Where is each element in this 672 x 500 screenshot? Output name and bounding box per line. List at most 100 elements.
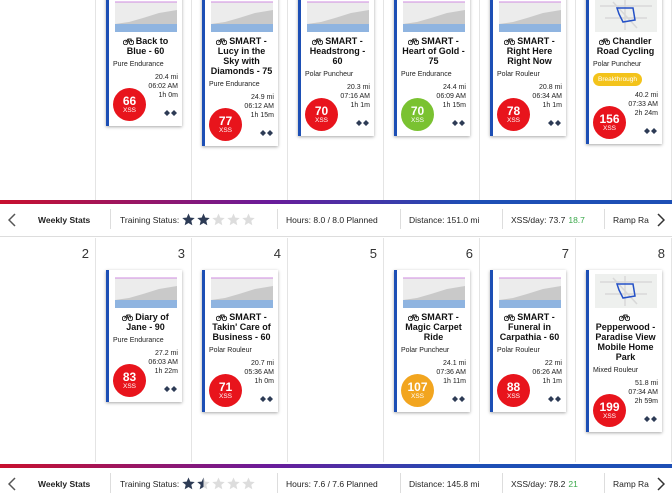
duration: 1h 1m [542, 378, 562, 385]
badge: Breakthrough [593, 73, 643, 86]
xss-value: 70 [410, 103, 425, 118]
distance: 22 mi [544, 360, 562, 367]
start-time: 07:33 AM [628, 101, 658, 108]
xss-unit: XSS [410, 392, 424, 400]
workout-stats: 24.1 mi 07:36 AM 1h 11m [401, 359, 466, 386]
workout-profile [402, 277, 465, 308]
distance: 40.2 mi [635, 92, 658, 99]
star [197, 213, 210, 226]
distance: Distance: 145.8 mi [409, 479, 480, 489]
difficulty-icons [356, 113, 370, 131]
xss-value: 83 [122, 369, 137, 384]
week-row: Back to Blue - 60 Pure Endurance 20.4 mi 06… [0, 0, 672, 200]
xss-unit: XSS [314, 116, 328, 124]
hours: Hours: 7.6 / 7.6 Planned [286, 479, 378, 489]
xss-day: XSS/day: 73.7 [511, 215, 566, 225]
workout-stats: 24.4 mi 06:09 AM 1h 15m [401, 83, 466, 110]
workout-title-text: SMART - Takin' Care of Business - 60 [212, 312, 271, 342]
duration: 1h 22m [154, 368, 178, 375]
bike-icon [122, 38, 134, 46]
workout-card[interactable]: SMART - Takin' Care of Business - 60 Pola… [202, 270, 278, 412]
workout-card[interactable]: SMART - Funeral in Carpathia - 60 Polar R… [490, 270, 566, 412]
prev-button[interactable] [8, 210, 16, 230]
separator [277, 473, 278, 493]
weekly-stats-bar: Weekly Stats Training Status: Hours: 8.0 /… [0, 200, 672, 237]
route-map [594, 0, 657, 32]
xss-circle: 83 XSS [113, 364, 146, 397]
xss-circle: 78 XSS [497, 98, 530, 131]
xss-value: 66 [122, 93, 137, 108]
workout-stats: 20.8 mi 06:34 AM 1h 1m [497, 83, 562, 110]
day-cell: 3 Diary of Jane - 90 Pure Endurance 27.2 mi… [96, 238, 192, 462]
workout-card[interactable]: Diary of Jane - 90 Pure Endurance 27.2 mi 0… [106, 270, 182, 402]
star [182, 213, 195, 226]
workout-title-text: SMART - Right Here Right Now [506, 36, 555, 66]
workout-card[interactable]: Chandler Road Cycling Polar Puncheur Break… [586, 0, 662, 144]
workout-card[interactable]: Pepperwood - Paradise View Mobile Home P… [586, 270, 662, 432]
xss-value: 156 [599, 111, 620, 126]
xss-per-day: XSS/day: 78.2 21 [511, 474, 578, 494]
card-footer: 66 XSS [113, 88, 178, 121]
xss-circle: 70 XSS [305, 98, 338, 131]
separator [502, 473, 503, 493]
start-time: 06:02 AM [148, 83, 178, 90]
start-time: 06:09 AM [436, 93, 466, 100]
workout-profile [306, 1, 369, 32]
workout-card[interactable]: Back to Blue - 60 Pure Endurance 20.4 mi 06… [106, 0, 182, 126]
card-footer: 77 XSS [209, 108, 274, 141]
day-cell: Back to Blue - 60 Pure Endurance 20.4 mi 06… [96, 0, 192, 200]
xss-value: 71 [218, 379, 233, 394]
workout-title: SMART - Takin' Care of Business - 60 [209, 312, 274, 342]
next-button[interactable] [654, 210, 665, 230]
workout-stats: 20.4 mi 06:02 AM 1h 0m [113, 73, 178, 100]
workout-card[interactable]: SMART - Magic Carpet Ride Polar Puncheur 2… [394, 270, 470, 412]
xss-circle: 77 XSS [209, 108, 242, 141]
workout-type: Pure Endurance [401, 71, 452, 78]
difficulty-icons [548, 389, 562, 407]
workout-title-text: Chandler Road Cycling [596, 36, 655, 56]
day-cell: 4 SMART - Takin' Care of Business - 60 Pol… [192, 238, 288, 462]
day-cell: 8 Pepperwood - Paradise View Mobile Home … [576, 238, 672, 462]
duration: 2h 24m [634, 110, 658, 117]
workout-title-text: Diary of Jane - 90 [126, 312, 169, 332]
day-number: 6 [465, 246, 473, 261]
xss-value: 199 [599, 399, 620, 414]
xss-per-day: XSS/day: 73.7 18.7 [511, 210, 585, 230]
star [227, 213, 240, 226]
day-cell: 2 [0, 238, 96, 462]
separator [110, 209, 111, 229]
workout-card[interactable]: SMART - Heart of Gold - 75 Pure Endurance… [394, 0, 470, 136]
start-time: 07:34 AM [628, 389, 658, 396]
star [227, 477, 240, 490]
day-cell: SMART - Lucy in the Sky with Diamonds - … [192, 0, 288, 200]
weekly-stats-bar: Weekly Stats Training Status: Hours: 7.6 /… [0, 464, 672, 500]
star-rating [182, 213, 255, 226]
workout-title: SMART - Magic Carpet Ride [401, 312, 466, 342]
distance: 20.4 mi [155, 74, 178, 81]
workout-title-text: Pepperwood - Paradise View Mobile Home P… [595, 322, 656, 362]
next-button[interactable] [654, 474, 665, 494]
star [212, 213, 225, 226]
workout-card[interactable]: SMART - Headstrong - 60 Polar Puncheur 20.… [298, 0, 374, 136]
prev-button[interactable] [8, 474, 16, 494]
workout-profile [114, 277, 177, 308]
duration: 1h 0m [254, 378, 274, 385]
card-footer: 156 XSS [593, 106, 658, 139]
distance: 24.1 mi [443, 360, 466, 367]
distance: 27.2 mi [155, 350, 178, 357]
workout-card[interactable]: SMART - Lucy in the Sky with Diamonds - … [202, 0, 278, 146]
duration: 1h 1m [542, 102, 562, 109]
workout-stats: 20.7 mi 05:36 AM 1h 0m [209, 359, 274, 386]
workout-type: Polar Puncheur [593, 61, 642, 68]
bike-icon [504, 314, 516, 322]
start-time: 07:36 AM [436, 369, 466, 376]
xss-value: 78 [506, 103, 521, 118]
bike-icon [216, 38, 228, 46]
distance: 51.8 mi [635, 380, 658, 387]
difficulty-icons [548, 113, 562, 131]
workout-type: Mixed Rouleur [593, 367, 639, 374]
workout-profile [402, 1, 465, 32]
star [242, 477, 255, 490]
workout-card[interactable]: SMART - Right Here Right Now Polar Rouleu… [490, 0, 566, 136]
